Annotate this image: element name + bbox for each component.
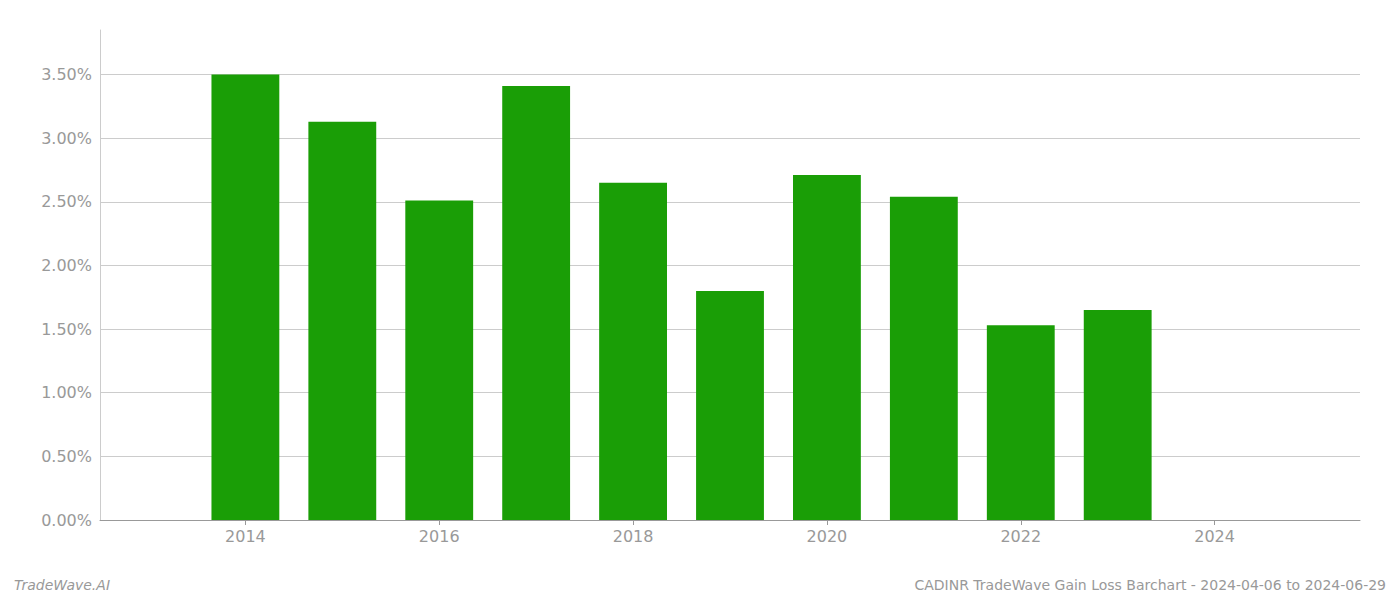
svg-text:2.00%: 2.00% — [41, 256, 92, 275]
svg-text:3.00%: 3.00% — [41, 129, 92, 148]
svg-text:3.50%: 3.50% — [41, 65, 92, 84]
svg-text:2020: 2020 — [807, 527, 848, 546]
svg-text:1.00%: 1.00% — [41, 383, 92, 402]
svg-text:0.00%: 0.00% — [41, 511, 92, 530]
svg-text:2018: 2018 — [613, 527, 654, 546]
svg-text:1.50%: 1.50% — [41, 320, 92, 339]
svg-text:0.50%: 0.50% — [41, 447, 92, 466]
svg-text:2016: 2016 — [419, 527, 460, 546]
svg-text:TradeWave.AI: TradeWave.AI — [14, 577, 110, 593]
svg-text:CADINR TradeWave Gain Loss Bar: CADINR TradeWave Gain Loss Barchart - 20… — [914, 577, 1386, 593]
svg-text:2.50%: 2.50% — [41, 192, 92, 211]
svg-text:2022: 2022 — [1000, 527, 1041, 546]
svg-text:2024: 2024 — [1194, 527, 1235, 546]
svg-text:2014: 2014 — [225, 527, 266, 546]
